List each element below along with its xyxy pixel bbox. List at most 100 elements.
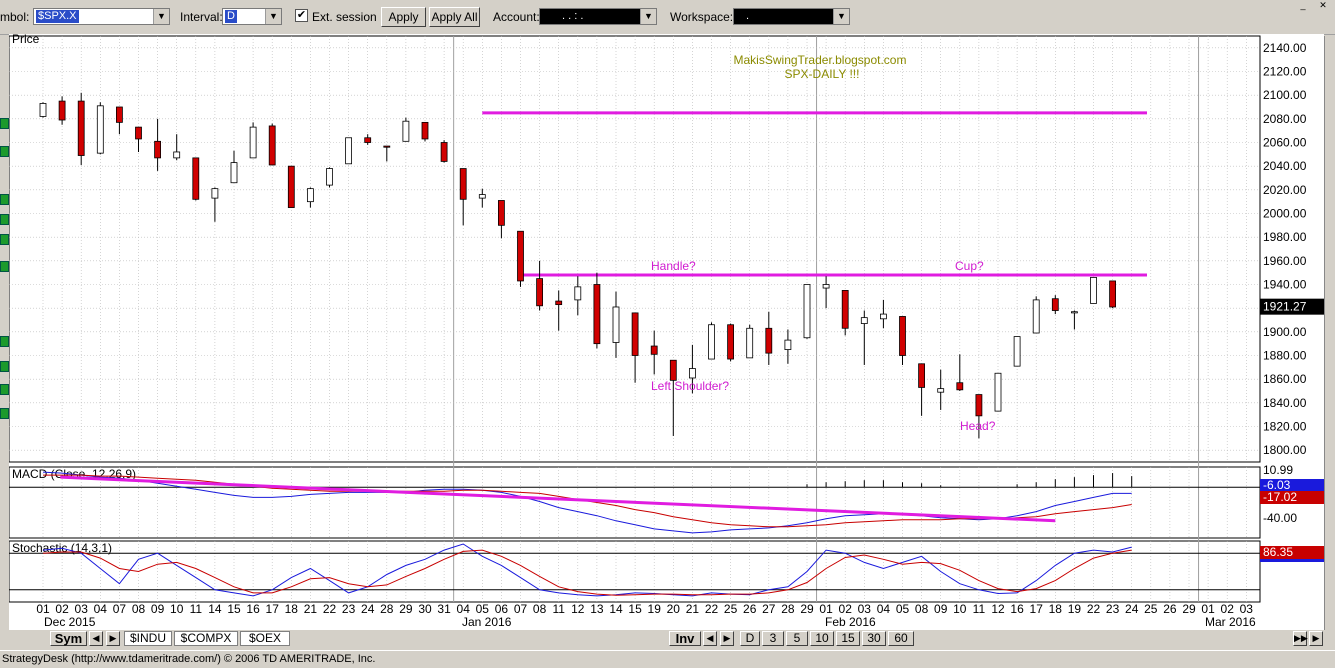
x-tick-label: 29	[399, 602, 413, 616]
interval-combo[interactable]: D ▼	[222, 8, 282, 25]
x-tick-label: 16	[1010, 602, 1024, 616]
last-price-box	[1260, 298, 1324, 315]
macd-value-box	[1260, 491, 1324, 504]
interval-10-button[interactable]: 10	[810, 631, 834, 646]
x-tick-label: 14	[609, 602, 623, 616]
next-arrow-icon[interactable]: ▶	[720, 631, 734, 646]
candle-body	[1013, 336, 1021, 367]
x-tick-label: 21	[304, 602, 318, 616]
interval-30-button[interactable]: 30	[862, 631, 886, 646]
y-tick-label: 2060.00	[1263, 136, 1307, 150]
candle-body	[1032, 299, 1040, 334]
candle-body	[116, 106, 123, 123]
x-tick-label: 03	[75, 602, 89, 616]
apply-all-button[interactable]: Apply All	[429, 7, 480, 27]
prev-arrow-icon[interactable]: ◀	[703, 631, 717, 646]
handle-label: Handle?	[651, 259, 696, 273]
watermark-subtitle: SPX-DAILY !!!	[785, 67, 860, 81]
green-marker-icon	[0, 408, 9, 419]
interval-3-button[interactable]: 3	[762, 631, 784, 646]
x-tick-label: 28	[781, 602, 795, 616]
workspace-combo[interactable]: . ▼	[733, 8, 850, 25]
account-combo[interactable]: . . : . ▼	[539, 8, 657, 25]
y-tick-label: 2140.00	[1263, 41, 1307, 55]
x-tick-label: 24	[361, 602, 375, 616]
chevron-down-icon[interactable]: ▼	[265, 9, 281, 24]
next-arrow-icon[interactable]: ▶	[106, 631, 120, 646]
ext-session-label: Ext. session	[312, 10, 377, 24]
green-marker-icon	[0, 146, 9, 157]
candle-body	[364, 137, 372, 143]
y-tick-label: 1880.00	[1263, 349, 1307, 363]
stochastic-series-line	[42, 543, 1132, 597]
stochastic-value-box	[1260, 559, 1324, 562]
interval-value: D	[225, 10, 237, 23]
ext-session-checkbox[interactable]: ✔	[295, 9, 308, 22]
apply-button[interactable]: Apply	[381, 7, 426, 27]
tab-indu[interactable]: $INDU	[124, 631, 172, 646]
x-tick-label: 11	[973, 602, 986, 616]
chart-area[interactable]: Price MakisSwingTrader.blogspot.comSPX-DA…	[9, 34, 1324, 630]
interval-15-button[interactable]: 15	[836, 631, 860, 646]
left-shoulder-label: Left Shoulder?	[651, 379, 729, 393]
y-tick-label: 1980.00	[1263, 230, 1307, 244]
chevron-down-icon[interactable]: ▼	[833, 9, 849, 24]
minimize-icon[interactable]: _	[1300, 0, 1306, 10]
x-tick-label: 15	[628, 602, 642, 616]
x-tick-label: 17	[1030, 602, 1044, 616]
x-tick-label: 26	[1163, 602, 1177, 616]
x-tick-label: 07	[113, 602, 127, 616]
x-tick-label: 05	[896, 602, 910, 616]
x-tick-label: 28	[380, 602, 394, 616]
x-tick-label: 11	[190, 602, 203, 616]
sym-button[interactable]: Sym	[50, 631, 87, 646]
interval-5-button[interactable]: 5	[786, 631, 808, 646]
green-marker-icon	[0, 194, 9, 205]
x-tick-label: 07	[514, 602, 528, 616]
candle-body	[268, 125, 276, 166]
x-tick-label: 26	[743, 602, 757, 616]
symbol-combo[interactable]: $SPX.X ▼	[33, 8, 170, 25]
interval-d-button[interactable]: D	[740, 631, 760, 646]
y-tick-label: 2000.00	[1263, 207, 1307, 221]
scroll-right-icon[interactable]: ▶▶	[1293, 631, 1308, 646]
macd-series-line	[42, 471, 1132, 534]
x-tick-label: 02	[55, 602, 69, 616]
y-tick-label: 1960.00	[1263, 254, 1307, 268]
candle-body	[77, 100, 85, 156]
x-tick-label: 05	[476, 602, 490, 616]
candle-body	[39, 103, 47, 117]
candle-body	[497, 200, 505, 226]
candle-body	[402, 120, 410, 142]
candle-body	[803, 284, 811, 339]
x-tick-label: 08	[915, 602, 929, 616]
candle-body	[345, 137, 353, 165]
green-marker-icon	[0, 214, 9, 225]
tab-compx[interactable]: $COMPX	[174, 631, 238, 646]
candle-body	[1051, 298, 1059, 311]
candle-body	[211, 188, 219, 199]
status-bar: StrategyDesk (http://www.tdameritrade.co…	[0, 650, 1335, 668]
x-tick-label: 10	[953, 602, 967, 616]
prev-arrow-icon[interactable]: ◀	[89, 631, 103, 646]
y-tick-label: 1860.00	[1263, 372, 1307, 386]
x-tick-label: 01	[1201, 602, 1215, 616]
scroll-end-icon[interactable]: ▶	[1309, 631, 1323, 646]
x-tick-label: 20	[667, 602, 681, 616]
interval-60-button[interactable]: 60	[888, 631, 914, 646]
chevron-down-icon[interactable]: ▼	[640, 9, 656, 24]
close-icon[interactable]: ✕	[1319, 0, 1327, 10]
tab-oex[interactable]: $OEX	[240, 631, 290, 646]
x-tick-label: 09	[934, 602, 948, 616]
stochastic-panel: Stochastic (14,3,1)	[9, 541, 1260, 597]
workspace-label: Workspace:	[670, 10, 734, 24]
inv-button[interactable]: Inv	[669, 631, 701, 646]
candle-body	[440, 142, 448, 162]
chevron-down-icon[interactable]: ▼	[153, 9, 169, 24]
candle-body	[822, 284, 830, 289]
x-tick-label: 02	[839, 602, 853, 616]
x-tick-label: 01	[819, 602, 833, 616]
right-scroll-strip[interactable]	[1324, 36, 1335, 630]
y-axis: 2140.00 2120.00 2100.00 2080.00 2060.00 2040.…	[1260, 41, 1324, 562]
y-tick-label: 2100.00	[1263, 88, 1307, 102]
